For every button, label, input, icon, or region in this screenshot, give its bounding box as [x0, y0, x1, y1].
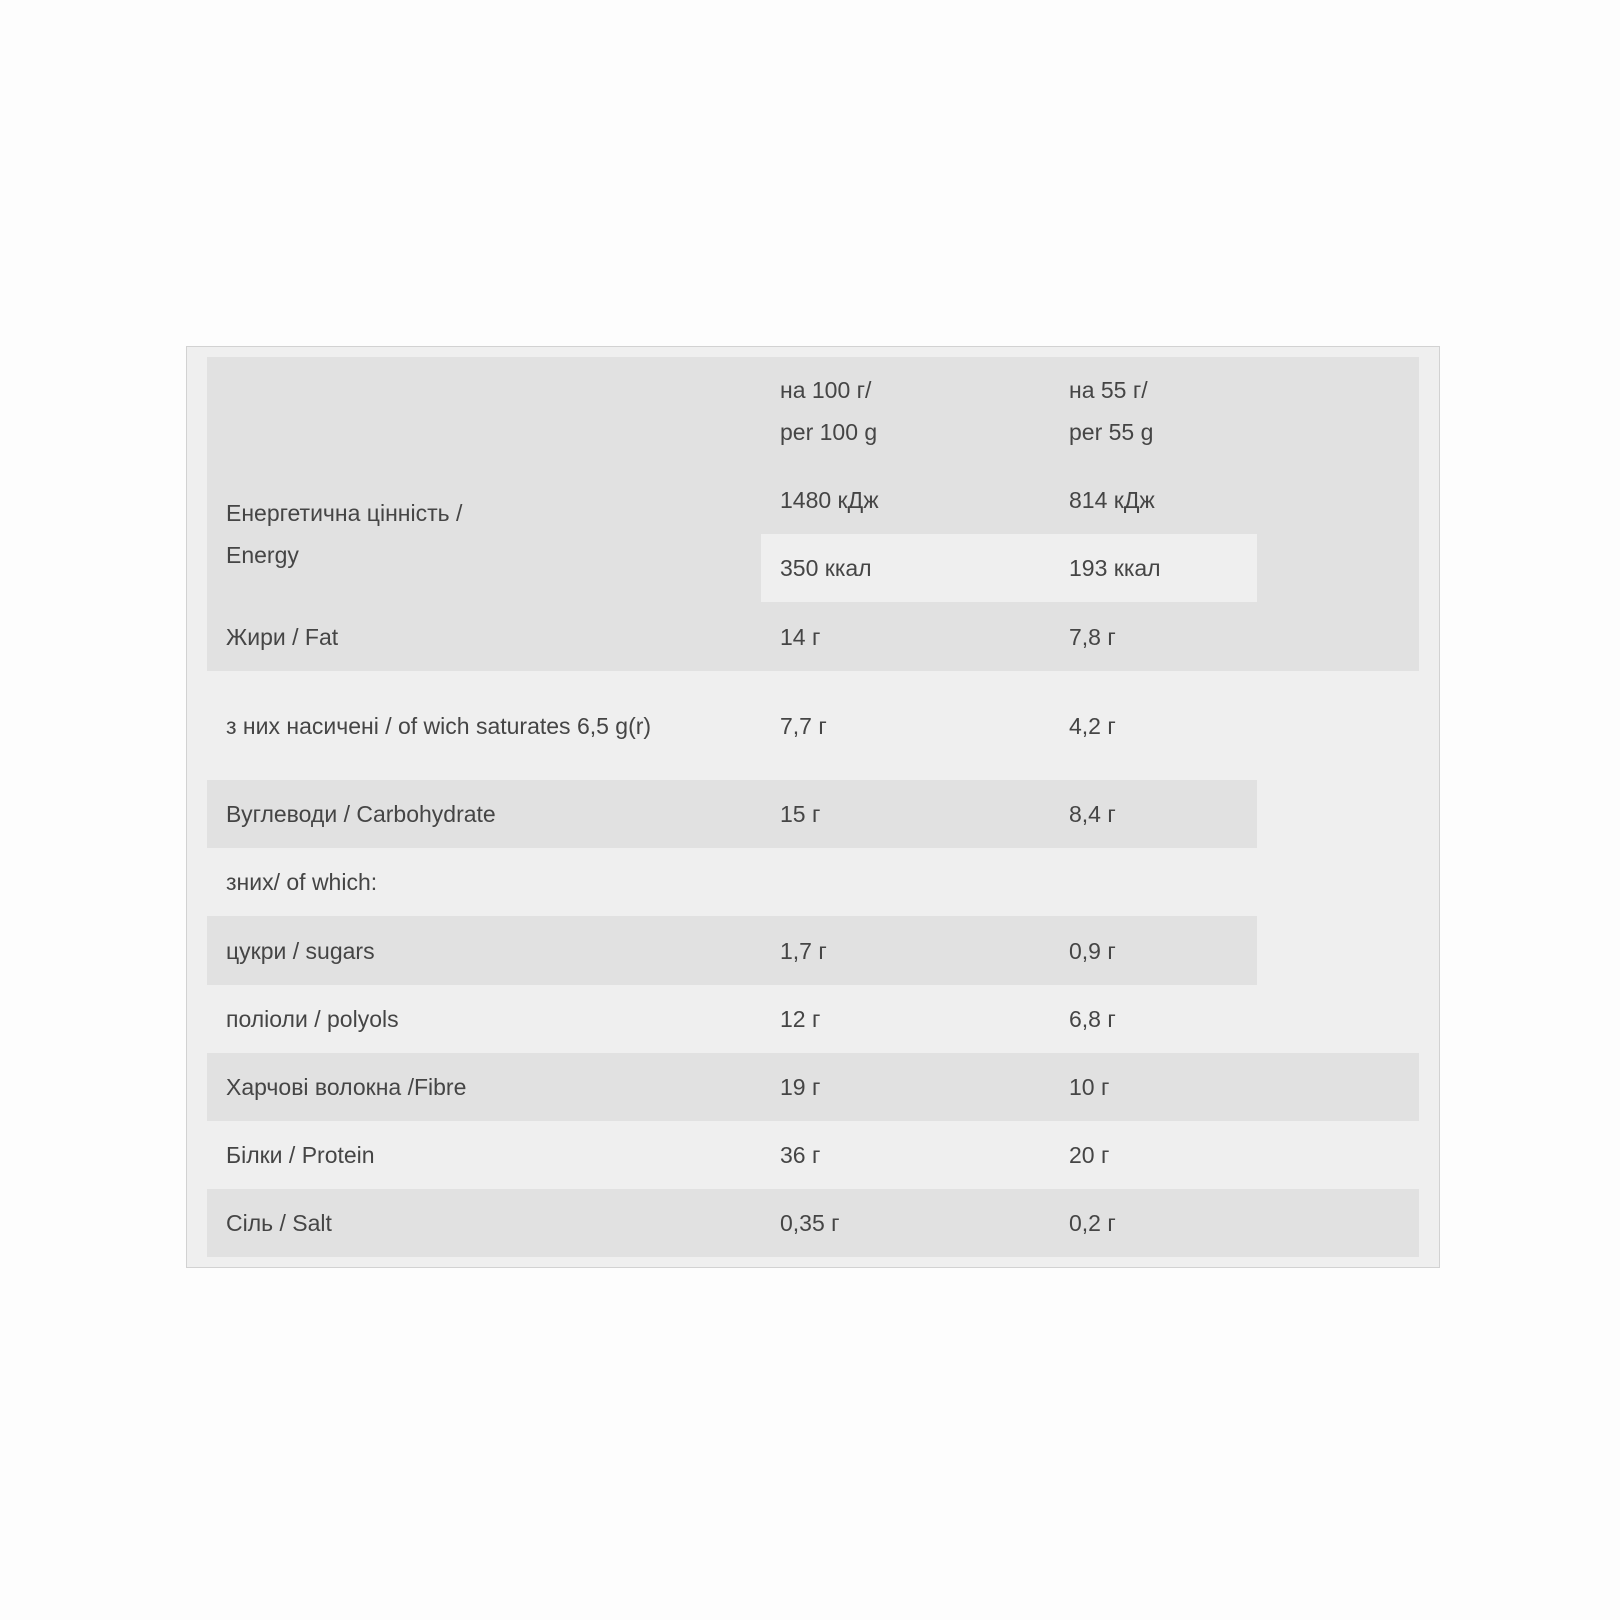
- header-per-55-line2: per 55 g: [1069, 419, 1154, 445]
- row-per100: 12 г: [761, 985, 1050, 1053]
- row-per100: 19 г: [761, 1053, 1050, 1121]
- header-per-100: на 100 г/ per 100 g: [761, 357, 1050, 465]
- row-per100: 36 г: [761, 1121, 1050, 1189]
- header-per-100-line2: per 100 g: [780, 419, 878, 445]
- header-empty-cell: [207, 357, 761, 465]
- row-spacer: [1257, 1053, 1419, 1121]
- energy-kcal-100: 350 ккал: [761, 534, 1050, 602]
- row-label: Вуглеводи / Carbohydrate: [207, 780, 761, 848]
- energy-kj-100: 1480 кДж: [761, 465, 1050, 534]
- row-per55: 7,8 г: [1050, 602, 1257, 671]
- nutrition-table-container: на 100 г/ per 100 g на 55 г/ per 55 g Ен…: [186, 346, 1440, 1268]
- energy-label-line1: Енергетична цінність /: [226, 499, 463, 526]
- row-per100: 14 г: [761, 602, 1050, 671]
- row-label: з них насичені / of wich saturates 6,5 g…: [207, 671, 761, 780]
- row-label: Сіль / Salt: [207, 1189, 761, 1257]
- row-per100: 0,35 г: [761, 1189, 1050, 1257]
- row-per100: 1,7 г: [761, 916, 1050, 985]
- row-spacer: [1257, 602, 1419, 671]
- energy-label-line2: Energy: [226, 541, 299, 568]
- header-spacer: [1257, 357, 1419, 465]
- row-per100: 7,7 г: [761, 671, 1050, 780]
- header-per-55: на 55 г/ per 55 g: [1050, 357, 1257, 465]
- row-per55: 0,2 г: [1050, 1189, 1257, 1257]
- row-label: Жири / Fat: [207, 602, 761, 671]
- energy-label: Енергетична цінність / Energy: [207, 465, 761, 602]
- row-per55: 8,4 г: [1050, 780, 1257, 848]
- row-label: Харчові волокна /Fibre: [207, 1053, 761, 1121]
- energy-spacer: [1257, 465, 1419, 602]
- nutrition-table: на 100 г/ per 100 g на 55 г/ per 55 g Ен…: [207, 357, 1419, 1257]
- header-per-100-line1: на 100 г/: [780, 377, 872, 403]
- row-label: цукри / sugars: [207, 916, 761, 985]
- row-spacer: [1257, 1189, 1419, 1257]
- row-label: зних/ of which:: [207, 848, 761, 916]
- row-per55: 4,2 г: [1050, 671, 1257, 780]
- row-per55: 6,8 г: [1050, 985, 1257, 1053]
- row-label: поліоли / polyols: [207, 985, 761, 1053]
- row-per100: 15 г: [761, 780, 1050, 848]
- energy-kj-55: 814 кДж: [1050, 465, 1257, 534]
- energy-kcal-55: 193 ккал: [1050, 534, 1257, 602]
- header-per-55-line1: на 55 г/: [1069, 377, 1148, 403]
- row-per55: 0,9 г: [1050, 916, 1257, 985]
- row-per55: 20 г: [1050, 1121, 1257, 1189]
- row-label: Білки / Protein: [207, 1121, 761, 1189]
- row-per55: 10 г: [1050, 1053, 1257, 1121]
